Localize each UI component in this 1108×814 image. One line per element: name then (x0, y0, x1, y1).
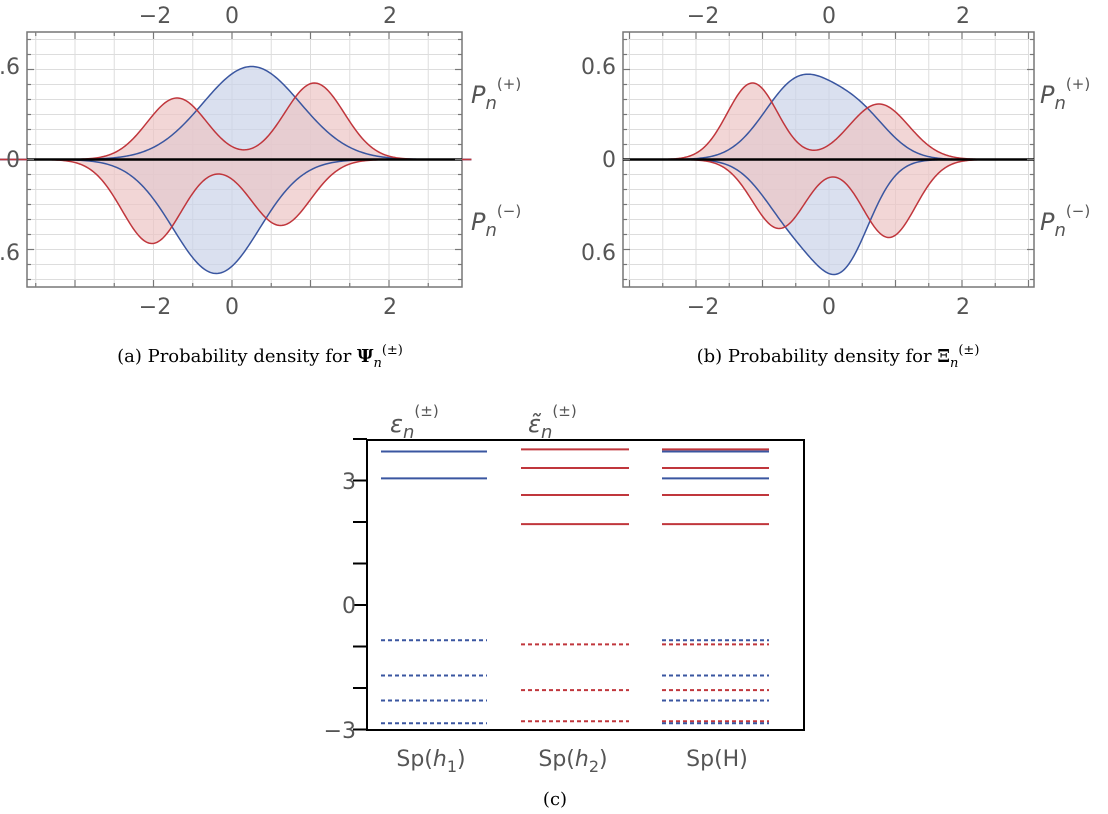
panel-a: −2 0 2 −2 0 2 0.6 0 0.6 Pn(+) Pn(−) (a) … (0, 4, 521, 371)
panel-c-y-tick-label: 3 (342, 470, 356, 495)
panel-a-ticks (27, 32, 462, 287)
panel-a-caption: (a) Probability density for Ψn(±) (117, 343, 403, 371)
density-fill-top-plus (624, 74, 1032, 160)
panel-a-label-minus: Pn(−) (471, 202, 521, 241)
density-fill-bottom-minus (624, 159, 1032, 238)
panel-b-y-tick-label: 0.6 (581, 241, 616, 266)
panel-a-bottom-tick-label: 2 (383, 295, 397, 320)
panel-b-y-tick-label: 0 (602, 148, 616, 173)
panel-a-y-tick-label: 0 (6, 148, 20, 173)
panel-c-caption: (c) (543, 789, 567, 810)
density-fill-bottom-plus (624, 159, 1032, 275)
panel-a-bottom-tick-label: −2 (139, 295, 171, 320)
panel-c-frame (366, 439, 805, 731)
panel-b-y-tick-label: 0.6 (581, 55, 616, 80)
panel-c-col1-label: Sp(h1) (396, 747, 465, 776)
panel-b-top-tick-label: 2 (956, 4, 970, 29)
density-fill-top-minus (624, 83, 1032, 160)
panel-a-bottom-tick-label: 0 (225, 295, 239, 320)
panel-a-y-tick-label: 0.6 (0, 55, 20, 80)
panel-c-head-epsilon-tilde: ε̃n(±) (528, 402, 577, 443)
panel-c-levels (381, 448, 769, 725)
panel-c-ticks (353, 438, 367, 731)
density-fill-bottom-minus (0, 159, 472, 244)
panel-c-head-epsilon: εn(±) (390, 402, 439, 443)
panel-c: 3 0 −3 εn(±) ε̃n(±) Sp(h1) Sp(h2) Sp(H) … (324, 402, 805, 810)
panel-b-label-plus: Pn(+) (1040, 75, 1090, 114)
panel-b-fills (624, 74, 1032, 275)
density-fill-top-minus (0, 83, 472, 160)
panel-c-y-tick-label: −3 (324, 719, 356, 744)
panel-a-y-tick-label: 0.6 (0, 241, 20, 266)
density-fill-top-plus (0, 66, 472, 160)
panel-c-col2-label: Sp(h2) (538, 747, 607, 776)
panel-c-y-tick-label: 0 (342, 594, 356, 619)
panel-b-ticks (623, 32, 1034, 287)
panel-b-bottom-tick-label: −2 (687, 295, 719, 320)
panel-b-bottom-tick-label: 2 (956, 295, 970, 320)
panel-c-col3-label: Sp(H) (686, 747, 748, 772)
panel-b-caption: (b) Probability density for Ξn(±) (697, 343, 980, 371)
panel-b-top-tick-label: 0 (822, 4, 836, 29)
panel-b: −2 0 2 −2 0 2 0.6 0 0.6 Pn(+) Pn(−) (b) … (581, 4, 1090, 371)
panel-a-label-plus: Pn(+) (471, 75, 521, 114)
panel-a-top-tick-label: 0 (225, 4, 239, 29)
panel-a-top-tick-label: 2 (383, 4, 397, 29)
panel-a-top-tick-label: −2 (139, 4, 171, 29)
panel-a-fills (0, 66, 472, 274)
panel-b-bottom-tick-label: 0 (822, 295, 836, 320)
density-fill-bottom-plus (0, 159, 472, 274)
panel-b-top-tick-label: −2 (687, 4, 719, 29)
panel-b-label-minus: Pn(−) (1040, 202, 1090, 241)
